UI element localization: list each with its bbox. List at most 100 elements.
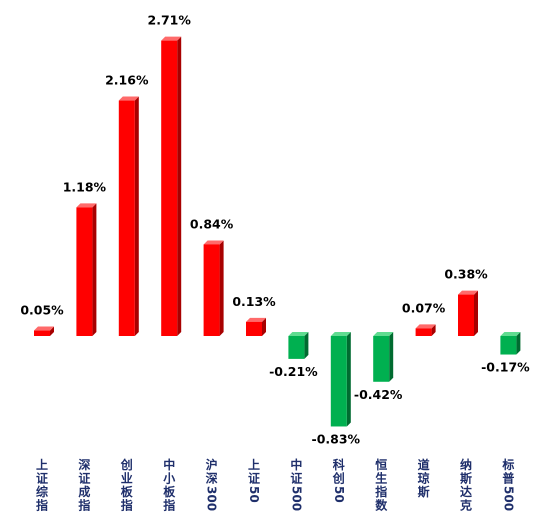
bar-8 xyxy=(330,332,351,427)
bar-top-face xyxy=(330,332,351,336)
category-digits: 300 xyxy=(205,486,219,511)
category-char: 综 xyxy=(36,484,48,499)
bar-10 xyxy=(415,324,436,336)
category-char: 小 xyxy=(163,471,175,486)
bar-12 xyxy=(500,332,521,355)
bar-side-face xyxy=(219,240,224,336)
category-char: 沪 xyxy=(206,457,218,472)
bar-front-face xyxy=(373,336,390,382)
category-char: 标 xyxy=(501,457,514,472)
category-digits: 50 xyxy=(332,486,346,503)
category-char: 上 xyxy=(36,457,48,472)
category-char: 斯 xyxy=(460,471,472,486)
bar-side-face xyxy=(50,326,54,336)
bar-side-face xyxy=(92,203,97,336)
category-char: 科 xyxy=(333,457,345,472)
category-char: 证 xyxy=(78,472,90,486)
category-char: 达 xyxy=(460,484,472,499)
bar-top-face xyxy=(373,332,394,336)
bar-9 xyxy=(373,332,394,382)
bar-side-face xyxy=(304,332,309,359)
data-label: 2.16% xyxy=(105,73,149,88)
category-char: 创 xyxy=(332,471,345,486)
category-char: 板 xyxy=(121,484,134,499)
bar-front-face xyxy=(415,328,432,336)
category-char: 指 xyxy=(36,498,48,513)
bar-front-face xyxy=(458,294,474,336)
data-label: 0.38% xyxy=(444,267,488,282)
bar-11 xyxy=(458,290,478,336)
bar-top-face xyxy=(161,36,182,41)
bar-2 xyxy=(76,203,97,336)
category-char: 普 xyxy=(502,471,514,486)
category-char: 深 xyxy=(78,457,90,472)
category-char: 数 xyxy=(375,498,388,513)
bar-front-face xyxy=(500,336,517,355)
bar-side-face xyxy=(177,36,182,337)
bar-front-face xyxy=(76,207,93,336)
data-label: 0.84% xyxy=(190,216,234,231)
data-label: -0.17% xyxy=(481,360,530,375)
category-char: 中 xyxy=(163,457,175,472)
category-char: 克 xyxy=(460,498,472,513)
bar-front-face xyxy=(34,330,50,336)
bar-top-face xyxy=(118,96,139,101)
bar-front-face xyxy=(203,244,220,336)
bar-3 xyxy=(118,96,139,336)
bar-top-face xyxy=(288,332,309,336)
category-digits: 50 xyxy=(247,486,261,503)
data-label: -0.21% xyxy=(269,364,318,379)
bar-top-face xyxy=(415,324,436,329)
data-label: -0.42% xyxy=(354,387,403,402)
bar-side-face xyxy=(474,290,478,336)
bar-top-face xyxy=(458,290,478,295)
category-digits: 500 xyxy=(501,486,515,511)
category-char: 指 xyxy=(121,498,133,513)
category-char: 上 xyxy=(248,457,260,472)
category-char: 证 xyxy=(290,472,302,486)
bar-side-face xyxy=(262,317,266,336)
category-char: 证 xyxy=(36,472,48,486)
category-label: 道琼斯 xyxy=(418,457,430,499)
bar-top-face xyxy=(203,240,224,245)
category-char: 创 xyxy=(120,457,133,472)
bar-side-face xyxy=(431,324,436,336)
data-label: 0.07% xyxy=(402,300,446,315)
category-char: 生 xyxy=(375,471,387,486)
category-char: 业 xyxy=(121,471,133,486)
bar-top-face xyxy=(246,317,266,322)
category-char: 道 xyxy=(418,457,430,472)
bar-side-face xyxy=(346,332,351,427)
bar-top-face xyxy=(500,332,521,336)
bar-front-face xyxy=(161,40,178,337)
category-char: 中 xyxy=(290,457,302,472)
category-char: 证 xyxy=(248,472,260,486)
bar-front-face xyxy=(330,336,347,427)
bar-side-face xyxy=(389,332,394,382)
category-char: 板 xyxy=(163,484,176,499)
bar-top-face xyxy=(76,203,97,208)
bar-6 xyxy=(246,317,266,336)
bar-front-face xyxy=(246,321,262,336)
category-char: 指 xyxy=(78,498,90,513)
data-label: 1.18% xyxy=(63,179,107,194)
bar-side-face xyxy=(134,96,139,336)
bar-1 xyxy=(34,326,54,336)
category-char: 指 xyxy=(375,484,387,499)
bar-side-face xyxy=(516,332,521,355)
data-label: 0.13% xyxy=(232,294,276,309)
bar-5 xyxy=(203,240,224,336)
bar-front-face xyxy=(118,100,135,336)
bar-front-face xyxy=(288,336,305,359)
category-char: 深 xyxy=(206,471,218,486)
